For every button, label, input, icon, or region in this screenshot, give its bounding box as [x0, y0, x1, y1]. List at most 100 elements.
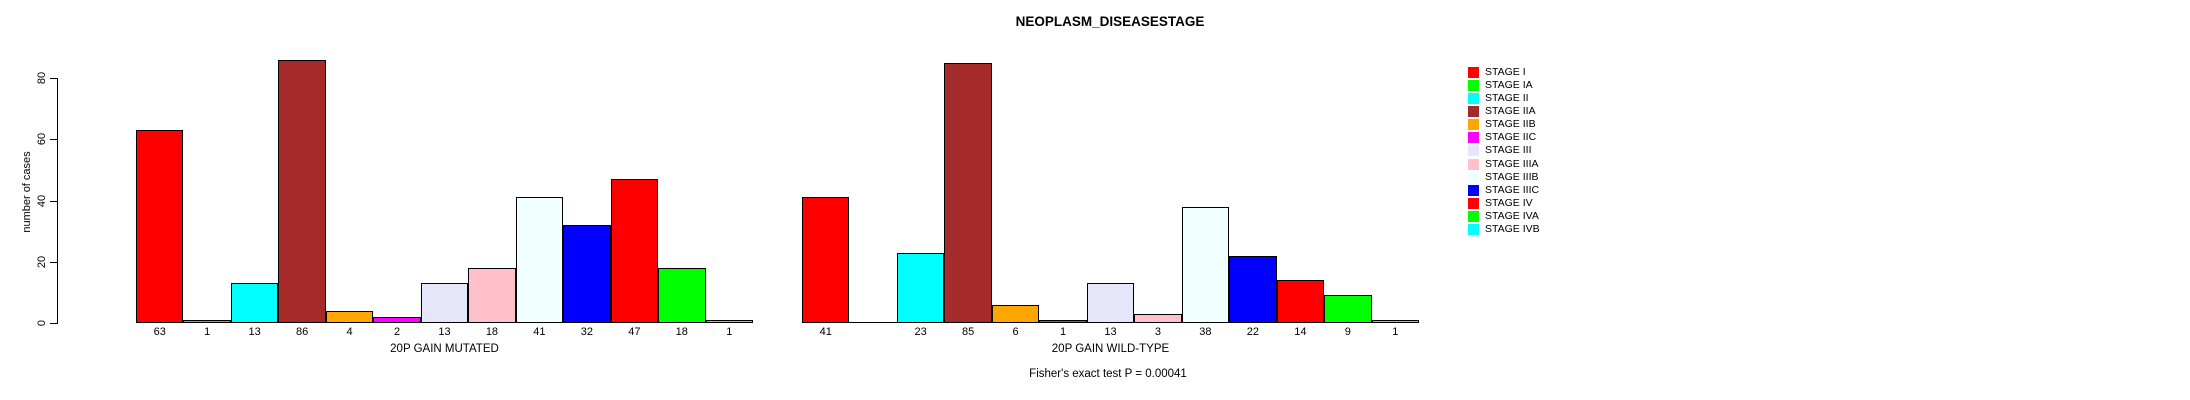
y-tick-label: 60 [36, 133, 48, 146]
bar-value-label: 41 [819, 326, 832, 338]
y-tick-mark [50, 261, 57, 263]
bar [1229, 255, 1277, 323]
legend-item: STAGE IIIA [1468, 158, 1538, 171]
y-tick-mark [50, 78, 57, 79]
legend-swatch [1468, 158, 1479, 170]
legend-item: STAGE IIB [1468, 118, 1536, 131]
bar-value-label: 13 [1104, 326, 1117, 338]
legend-item: STAGE IIIB [1468, 171, 1538, 184]
bar [991, 304, 1040, 323]
bar-value-label: 6 [1012, 326, 1019, 338]
bar-value-label: 22 [1246, 326, 1259, 338]
legend-item: STAGE IIIC [1468, 184, 1539, 197]
legend-item: STAGE IA [1468, 79, 1533, 92]
y-tick-mark [50, 323, 57, 324]
y-tick-label: 0 [36, 319, 48, 327]
bar [563, 225, 611, 323]
bar-value-label: 13 [248, 326, 261, 338]
bar-value-label: 3 [1154, 326, 1161, 338]
legend-label: STAGE IIB [1485, 118, 1536, 131]
legend-label: STAGE IV [1485, 196, 1533, 209]
legend-item: STAGE IVB [1468, 223, 1540, 236]
y-tick-label: 40 [36, 194, 48, 207]
legend-label: STAGE IVA [1485, 209, 1539, 222]
legend-swatch [1468, 93, 1479, 105]
bar [468, 267, 516, 323]
y-tick-mark [50, 139, 57, 141]
bar [1134, 313, 1182, 323]
legend-swatch [1468, 80, 1479, 92]
bar-value-label: 1 [726, 326, 733, 338]
y-axis-line [57, 78, 58, 324]
legend-item: STAGE III [1468, 144, 1531, 157]
legend-item: STAGE I [1468, 66, 1526, 79]
bar-value-label: 32 [580, 326, 593, 338]
legend-label: STAGE IIIA [1485, 157, 1539, 170]
bar [373, 316, 421, 323]
bar [1181, 206, 1230, 323]
bar [705, 319, 753, 323]
legend-label: STAGE II [1485, 92, 1529, 105]
legend-swatch [1468, 210, 1479, 222]
legend-label: STAGE IIIC [1485, 183, 1540, 196]
legend-item: STAGE II [1468, 92, 1529, 105]
legend-swatch [1468, 223, 1479, 235]
legend-swatch [1468, 184, 1479, 196]
bar [849, 322, 897, 323]
y-tick-label: 80 [36, 71, 48, 85]
legend-label: STAGE IIIB [1485, 170, 1539, 183]
legend-label: STAGE IA [1485, 79, 1533, 92]
bar [325, 310, 374, 323]
bar [1086, 283, 1135, 323]
legend-item: STAGE IIC [1468, 131, 1536, 144]
legend-swatch [1468, 106, 1479, 118]
bar [1039, 319, 1087, 323]
bar-value-label: 63 [153, 326, 166, 338]
legend-label: STAGE IIC [1485, 131, 1537, 144]
bar-value-label: 13 [438, 326, 451, 338]
bar [183, 319, 231, 323]
bar [610, 179, 659, 323]
bar-value-label: 14 [1294, 326, 1307, 338]
legend-item: STAGE IV [1468, 197, 1533, 210]
y-axis-title: number of cases [21, 151, 33, 233]
bar [658, 267, 706, 323]
bar [896, 252, 945, 323]
legend-swatch [1468, 197, 1479, 209]
legend-label: STAGE III [1485, 144, 1532, 157]
bar-value-label: 1 [1059, 326, 1067, 338]
bar-value-label: 1 [1392, 326, 1399, 338]
bar-value-label: 2 [393, 326, 401, 338]
bar [1371, 319, 1419, 323]
bar [802, 197, 850, 323]
bar [136, 130, 184, 323]
bar-value-label: 86 [295, 326, 309, 338]
legend-item: STAGE IIA [1468, 105, 1536, 118]
bar-value-label: 1 [204, 326, 211, 338]
figure-title: NEOPLASM_DISEASESTAGE [1015, 14, 1205, 29]
bar-value-label: 9 [1344, 326, 1351, 338]
legend-swatch [1468, 119, 1479, 131]
bar [1276, 280, 1325, 323]
legend-swatch [1468, 145, 1479, 157]
legend-label: STAGE IIA [1485, 105, 1536, 118]
y-tick-mark [50, 200, 57, 202]
bar-value-label: 23 [914, 326, 927, 338]
bar-value-label: 85 [961, 326, 975, 338]
group-label: 20P GAIN WILD-TYPE [1051, 343, 1170, 355]
bar [420, 283, 469, 323]
bar [1324, 295, 1372, 323]
bar [515, 197, 564, 323]
legend-item: STAGE IVA [1468, 210, 1539, 223]
y-tick-label: 20 [36, 255, 48, 268]
bar-value-label: 18 [675, 326, 688, 338]
bar [944, 62, 992, 323]
bar-value-label: 41 [533, 326, 546, 338]
bar [230, 283, 279, 323]
legend-swatch [1468, 132, 1479, 144]
bar-value-label: 38 [1199, 326, 1212, 338]
legend-label: STAGE IVB [1485, 222, 1540, 235]
fisher-test-annotation: Fisher's exact test P = 0.00041 [1029, 368, 1187, 380]
bar [278, 59, 326, 323]
